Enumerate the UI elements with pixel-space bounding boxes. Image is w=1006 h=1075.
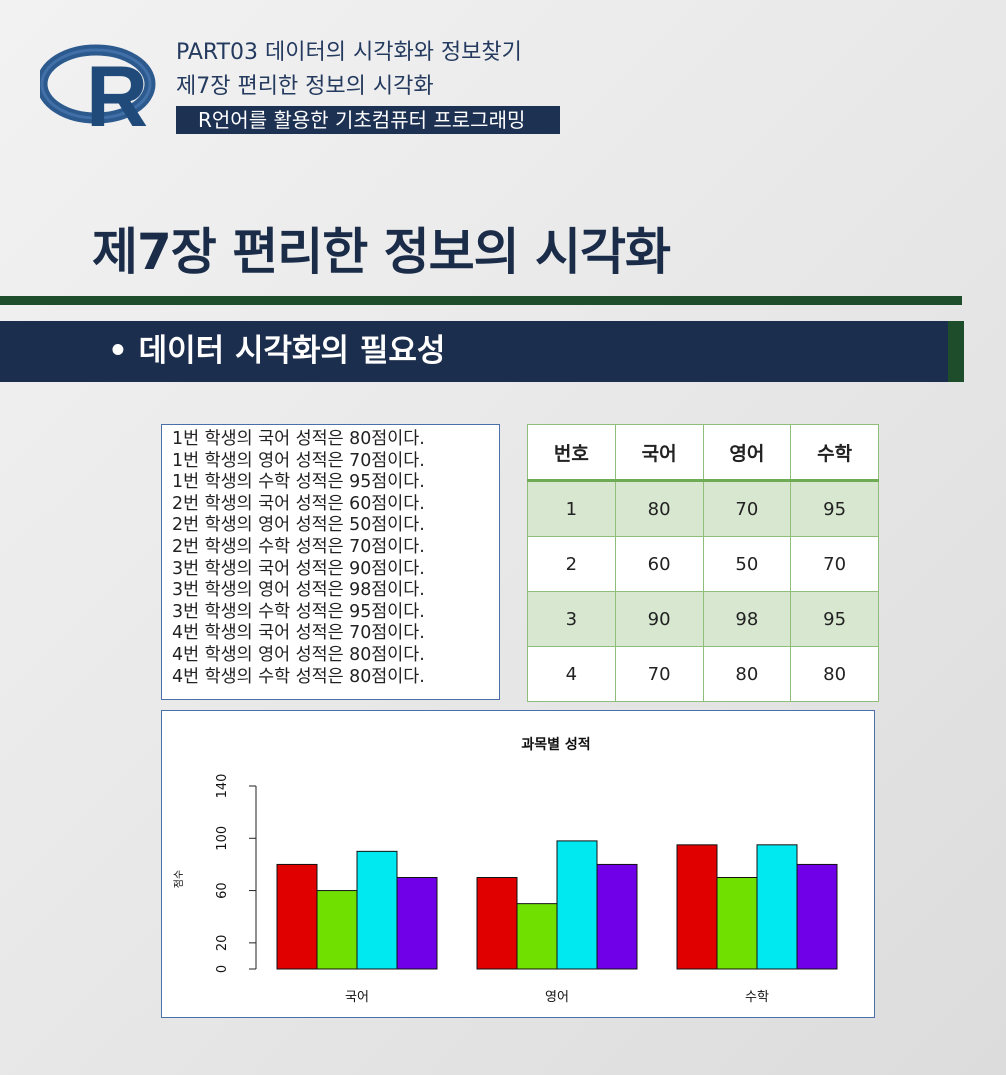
- bar: [756, 844, 798, 970]
- score-sentence: 1번 학생의 수학 성적은 95점이다.: [172, 472, 425, 493]
- bar: [396, 877, 438, 970]
- bar: [556, 840, 598, 970]
- table-header: 번호: [527, 424, 616, 482]
- chart-title: 과목별 성적: [521, 736, 590, 753]
- table-cell: 90: [614, 591, 704, 647]
- table-cell: 70: [790, 536, 879, 592]
- table-cell: 70: [702, 480, 792, 537]
- score-sentence: 3번 학생의 수학 성적은 95점이다.: [172, 601, 425, 622]
- r-logo-letter: R: [86, 49, 148, 132]
- y-tick-label: 0: [215, 965, 230, 973]
- x-category-label: 영어: [545, 990, 569, 1005]
- bar: [276, 863, 318, 970]
- bar-chart: 과목별 성적 점수 0 20 60 100 140 국어 영어 수학: [173, 736, 838, 1005]
- section-banner: [0, 321, 964, 382]
- table-cell: 80: [790, 646, 879, 702]
- score-sentence: 3번 학생의 국어 성적은 90점이다.: [172, 558, 425, 579]
- bar: [516, 903, 558, 970]
- section-heading: • 데이터 시각화의 필요성: [108, 333, 446, 369]
- score-sentence: 4번 학생의 수학 성적은 80점이다.: [172, 666, 425, 687]
- table-header: 국어: [614, 424, 704, 482]
- bar: [716, 877, 758, 970]
- table-row: 1 80 70 95: [527, 480, 879, 537]
- y-tick-label: 60: [215, 882, 230, 899]
- bar: [356, 850, 398, 970]
- y-tick-label: 140: [215, 774, 230, 799]
- table-cell: 1: [527, 480, 616, 537]
- part-label: PART03 데이터의 시각화와 정보찾기: [176, 40, 522, 65]
- score-sentence: 3번 학생의 영어 성적은 98점이다.: [172, 580, 425, 601]
- table-cell: 4: [527, 646, 616, 702]
- score-sentence: 2번 학생의 국어 성적은 60점이다.: [172, 493, 425, 514]
- y-axis-label: 점수: [173, 870, 185, 888]
- table-cell: 95: [790, 591, 879, 647]
- bar: [796, 863, 838, 970]
- table-header-row: 번호 국어 영어 수학: [527, 424, 879, 482]
- slide-header: PART03 데이터의 시각화와 정보찾기 제7장 편리한 정보의 시각화 R언…: [176, 36, 560, 134]
- score-sentence: 1번 학생의 국어 성적은 80점이다.: [172, 429, 425, 449]
- table-cell: 80: [702, 646, 792, 702]
- table-cell: 3: [527, 591, 616, 647]
- x-category-label: 국어: [345, 990, 369, 1005]
- bar: [316, 890, 358, 970]
- table-cell: 80: [614, 480, 704, 537]
- y-tick-label: 100: [215, 826, 230, 851]
- bar: [676, 844, 718, 970]
- table-row: 4 70 80 80: [527, 646, 879, 702]
- table-cell: 50: [702, 536, 792, 592]
- score-table: 번호 국어 영어 수학 1 80 70 95 2 60 50 70 3 90 9…: [527, 424, 879, 702]
- table-header: 수학: [790, 424, 879, 482]
- score-sentence: 4번 학생의 영어 성적은 80점이다.: [172, 644, 425, 665]
- x-category-label: 수학: [745, 990, 769, 1005]
- page-title: 제7장 편리한 정보의 시각화: [92, 223, 671, 281]
- title-divider: [0, 296, 962, 305]
- bar: [476, 877, 518, 970]
- course-label: R언어를 활용한 기초컴퓨터 프로그래밍: [176, 106, 560, 134]
- score-sentence: 4번 학생의 국어 성적은 70점이다.: [172, 623, 425, 644]
- table-cell: 70: [614, 646, 704, 702]
- table-cell: 98: [702, 591, 792, 647]
- score-sentence: 1번 학생의 영어 성적은 70점이다.: [172, 450, 425, 471]
- table-header: 영어: [702, 424, 792, 482]
- score-sentence: 2번 학생의 영어 성적은 50점이다.: [172, 515, 425, 536]
- table-row: 2 60 50 70: [527, 536, 879, 592]
- table-cell: 60: [614, 536, 704, 592]
- score-chart: 과목별 성적 점수 0 20 60 100 140 국어 영어 수학: [161, 710, 875, 1018]
- score-sentence: 2번 학생의 수학 성적은 70점이다.: [172, 536, 425, 557]
- score-sentences-box: 1번 학생의 국어 성적은 80점이다. 1번 학생의 영어 성적은 70점이다…: [161, 424, 500, 700]
- y-tick-label: 20: [215, 935, 230, 952]
- table-cell: 95: [790, 480, 879, 537]
- table-cell: 2: [527, 536, 616, 592]
- chapter-label: 제7장 편리한 정보의 시각화: [176, 74, 434, 99]
- table-row: 3 90 98 95: [527, 591, 879, 647]
- r-logo: R: [40, 44, 156, 132]
- bar: [596, 863, 638, 970]
